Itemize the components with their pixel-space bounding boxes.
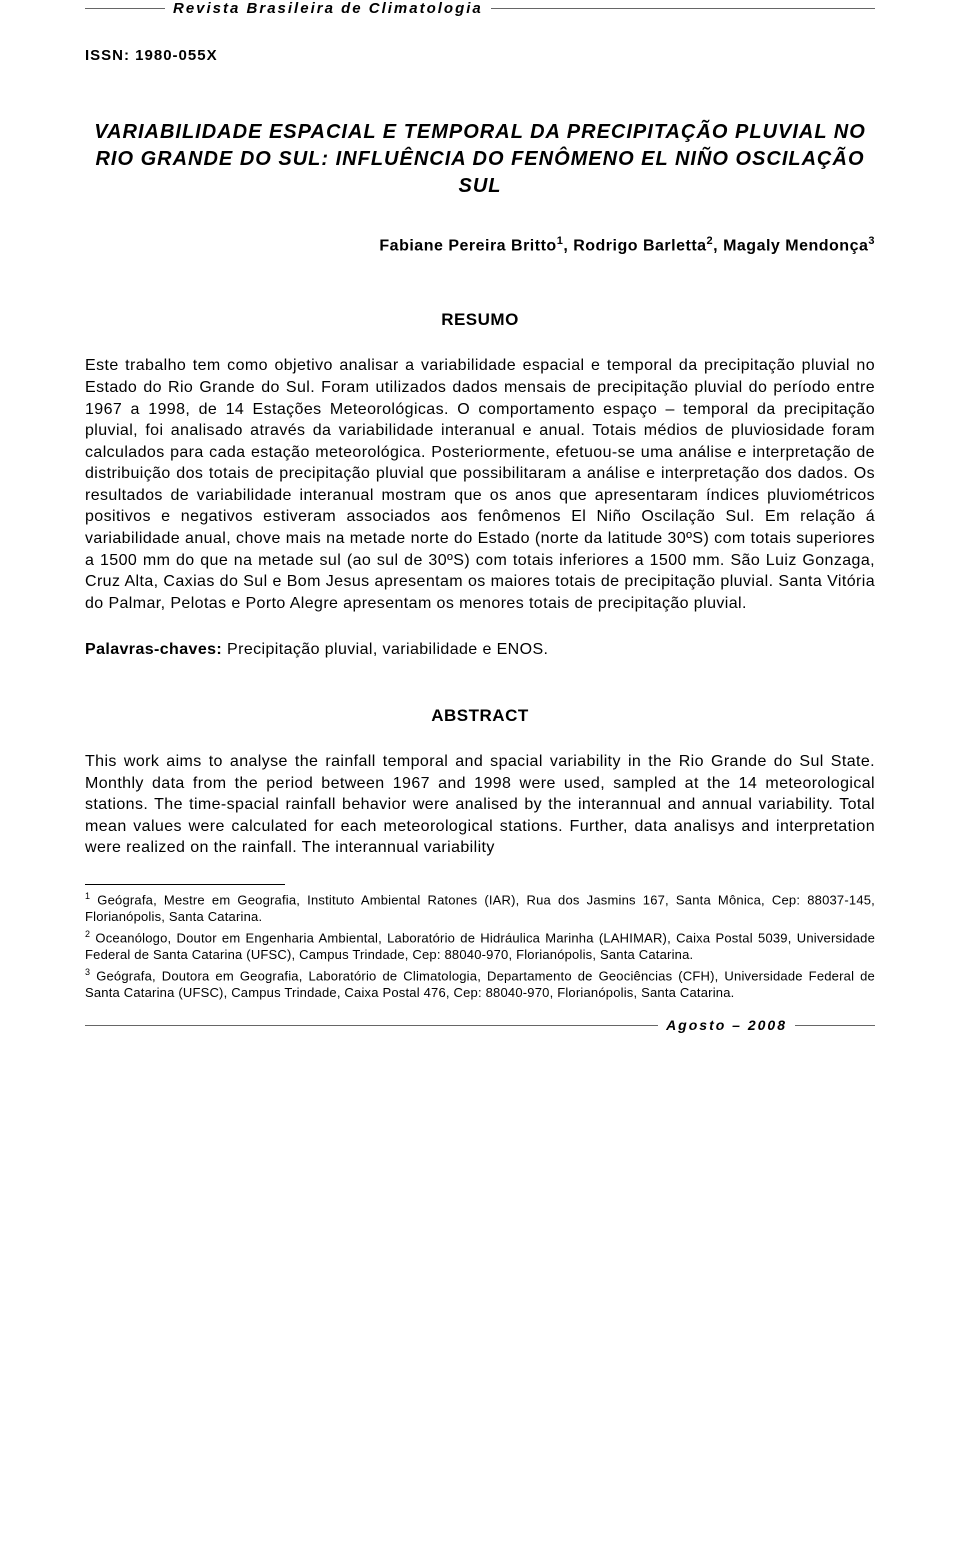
author-3-sup: 3 — [868, 235, 875, 247]
footnote-3: 3 Geógrafa, Doutora em Geografia, Labora… — [85, 967, 875, 1002]
authors-line: Fabiane Pereira Britto1, Rodrigo Barlett… — [85, 235, 875, 255]
author-sep-1: , — [563, 237, 573, 254]
footer-rule-line: Agosto – 2008 — [85, 1017, 875, 1033]
author-sep-2: , — [713, 237, 723, 254]
footnote-2: 2 Oceanólogo, Doutor em Engenharia Ambie… — [85, 929, 875, 964]
resumo-text: Este trabalho tem como objetivo analisar… — [85, 355, 875, 614]
abstract-text: This work aims to analyse the rainfall t… — [85, 751, 875, 859]
page-header: Revista Brasileira de Climatologia — [85, 0, 875, 17]
header-rule-top: Revista Brasileira de Climatologia — [85, 0, 875, 17]
keywords-label: Palavras-chaves: — [85, 641, 222, 658]
author-1: Fabiane Pereira Britto — [379, 237, 556, 254]
journal-name: Revista Brasileira de Climatologia — [173, 0, 483, 17]
article-title: VARIABILIDADE ESPACIAL E TEMPORAL DA PRE… — [85, 119, 875, 200]
footnote-separator — [85, 884, 285, 885]
author-3: Magaly Mendonça — [723, 237, 868, 254]
footnote-3-text: Geógrafa, Doutora em Geografia, Laborató… — [85, 969, 875, 1001]
keywords-value: Precipitação pluvial, variabilidade e EN… — [222, 641, 548, 658]
footnote-2-text: Oceanólogo, Doutor em Engenharia Ambient… — [85, 930, 875, 962]
footer-date: Agosto – 2008 — [666, 1017, 787, 1033]
keywords-line: Palavras-chaves: Precipitação pluvial, v… — [85, 639, 875, 661]
footnote-1: 1 Geógrafa, Mestre em Geografia, Institu… — [85, 891, 875, 926]
resumo-heading: RESUMO — [85, 310, 875, 330]
footnote-1-text: Geógrafa, Mestre em Geografia, Instituto… — [85, 892, 875, 924]
author-2: Rodrigo Barletta — [573, 237, 706, 254]
issn-label: ISSN: 1980-055X — [85, 47, 875, 64]
page-footer: Agosto – 2008 — [85, 1017, 875, 1033]
abstract-heading: ABSTRACT — [85, 706, 875, 726]
